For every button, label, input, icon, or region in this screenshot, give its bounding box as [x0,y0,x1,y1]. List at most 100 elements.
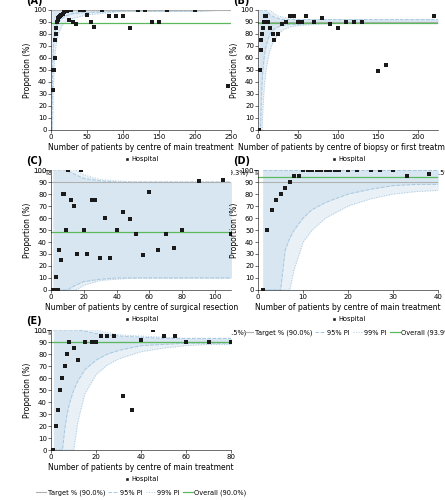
Point [220,176,227,184]
Point [390,166,397,174]
Point [133,230,140,237]
X-axis label: Number of patients by centre of surgical resection: Number of patients by centre of surgical… [44,303,238,312]
Legend: Target % (90.0%), 95% PI, 99% PI, Overall (93.9%): Target % (90.0%), 95% PI, 99% PI, Overal… [243,330,445,336]
Point [170,244,178,252]
Point [263,226,271,234]
Point [183,338,190,346]
Point [120,392,127,400]
Point [57,256,65,264]
Point [66,338,73,346]
Text: (D): (D) [233,156,250,166]
Point [275,30,282,38]
Point [267,24,274,32]
Point [53,273,60,281]
Point [327,20,334,28]
Text: (A): (A) [26,0,42,6]
Point [260,18,267,26]
Point [57,386,64,394]
Point [318,166,325,174]
Point [295,18,302,26]
Point [367,166,374,174]
Point [277,190,284,198]
Point [336,166,343,174]
Point [195,177,202,185]
Point [426,170,433,177]
Point [52,422,59,430]
Point [228,230,235,237]
Point [62,226,69,234]
Point [331,166,338,174]
Text: (E): (E) [26,316,41,326]
Point [142,6,149,14]
Point [58,11,65,19]
Point [50,446,57,454]
Point [59,10,66,18]
Point [139,251,146,259]
Point [311,18,318,26]
Point [291,12,298,20]
Legend: Target % (90.0%), 95% PI, 99% PI, Overall (89.5%): Target % (90.0%), 95% PI, 99% PI, Overal… [243,170,445,176]
Point [61,190,68,198]
Point [327,166,334,174]
Point [61,8,68,16]
Point [309,166,316,174]
Point [55,14,62,22]
Text: (B): (B) [233,0,249,6]
Point [107,254,114,262]
X-axis label: Number of patients by centre of main treatment: Number of patients by centre of main tre… [49,143,234,152]
Point [56,13,63,21]
Point [84,11,91,19]
Point [134,6,141,14]
Point [66,16,73,24]
Point [282,184,289,192]
Point [259,24,267,32]
X-axis label: Number of patients by centre of main treatment: Number of patients by centre of main tre… [255,303,441,312]
Point [259,30,266,38]
Point [120,12,127,20]
Point [49,286,57,294]
Point [97,332,104,340]
Point [77,6,84,14]
Point [283,18,290,26]
Point [81,226,88,234]
Point [66,6,73,14]
Point [71,202,78,210]
Legend: Target % (90.0%), 95% PI, 99% PI, Overall (48.5%): Target % (90.0%), 95% PI, 99% PI, Overal… [36,330,247,336]
Point [51,54,58,62]
Point [54,406,61,414]
Point [63,350,70,358]
Point [258,36,265,44]
Point [299,166,307,174]
Point [351,18,358,26]
Point [102,214,109,222]
Point [81,338,89,346]
Point [264,18,271,26]
Y-axis label: Proportion (%): Proportion (%) [23,362,32,418]
Point [272,196,280,204]
Point [91,23,98,31]
Point [322,166,329,174]
Point [50,66,57,74]
Point [73,20,80,28]
Point [84,250,91,258]
Point [343,18,350,26]
Point [171,332,178,340]
Point [345,166,352,174]
Point [127,24,134,32]
Point [179,226,186,234]
Point [92,196,99,204]
Point [192,6,199,14]
Point [113,12,120,20]
Point [146,188,153,196]
Point [303,12,310,20]
Point [70,344,77,352]
Point [61,362,68,370]
Text: (C): (C) [26,156,42,166]
Y-axis label: Proportion (%): Proportion (%) [230,202,239,258]
Point [431,12,438,20]
Legend: Target % (100.0%), 95% PI, 99% PI, Overall (89.3%): Target % (100.0%), 95% PI, 99% PI, Overa… [34,170,248,176]
Point [49,86,56,94]
Point [111,332,118,340]
Point [80,6,87,14]
Point [261,12,268,20]
